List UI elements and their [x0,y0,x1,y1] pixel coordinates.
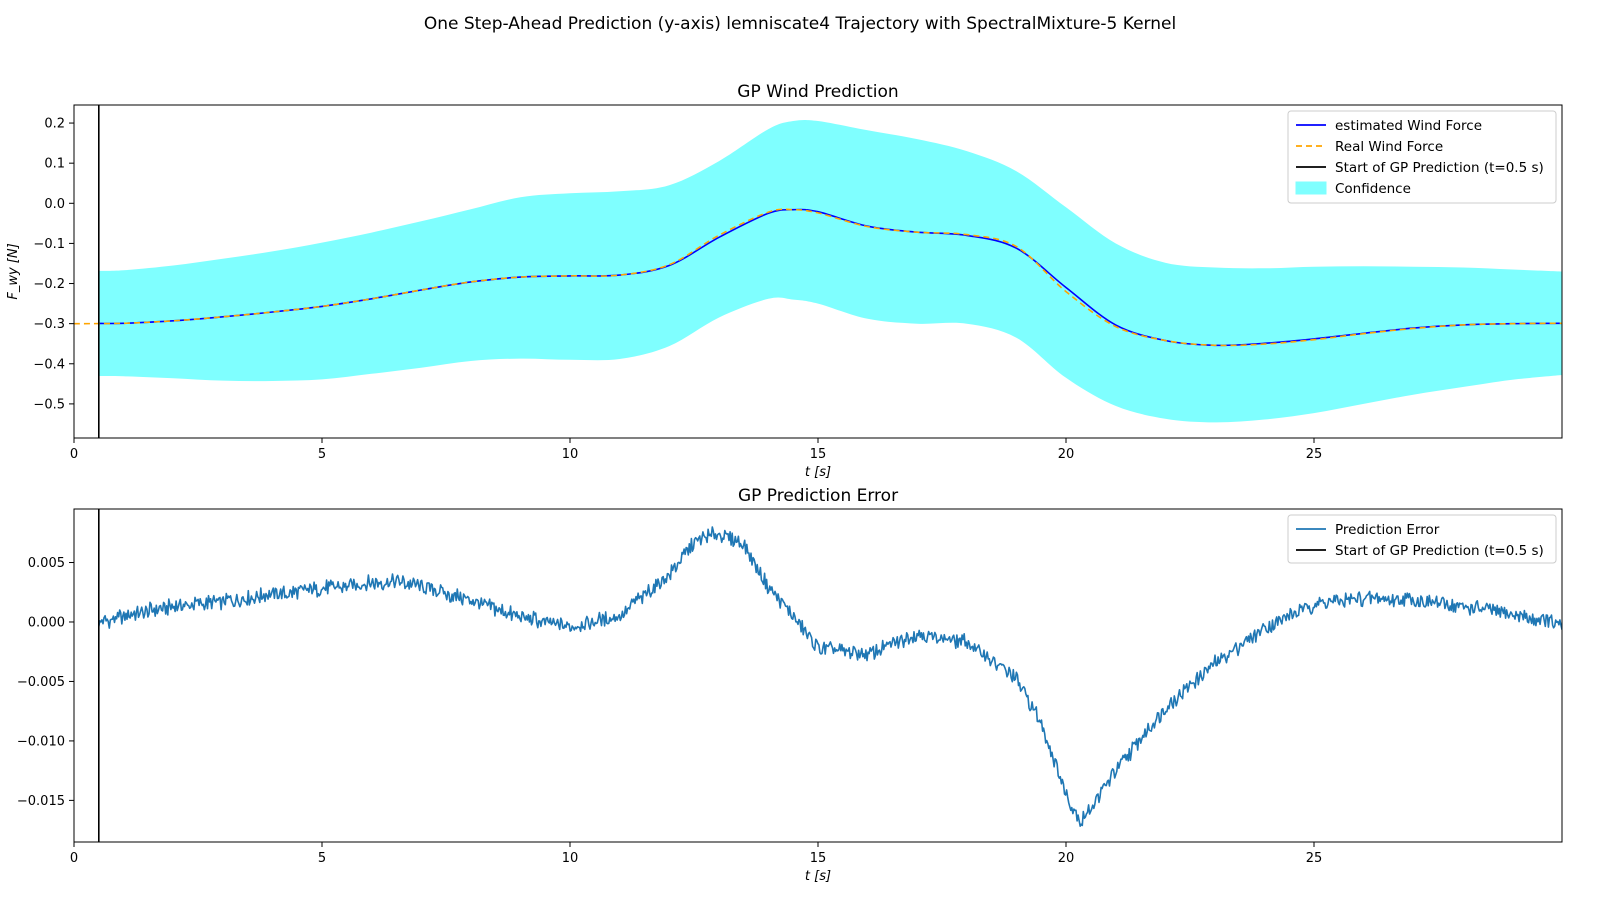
y-tick-label: −0.005 [17,675,65,690]
x-tick-label: 15 [810,447,827,462]
x-tick-label: 0 [70,447,78,462]
x-axis-label: t [s] [805,869,831,884]
legend-real-wind-force-label: Real Wind Force [1335,139,1443,155]
x-tick-label: 20 [1058,851,1075,866]
x-tick-label: 25 [1306,851,1323,866]
y-tick-label: −0.3 [33,317,65,332]
y-tick-label: 0.0 [44,197,65,212]
y-tick-label: 0.1 [44,157,65,172]
y-tick-label: −0.010 [17,734,65,749]
confidence-band [98,119,1562,423]
legend-start-of-gp-prediction-t-0-5-s-label: Start of GP Prediction (t=0.5 s) [1335,543,1544,559]
legend-box [1287,514,1557,564]
axes-title: GP Prediction Error [738,486,898,506]
y-tick-label: −0.4 [33,357,65,372]
plot-area [98,526,1562,828]
y-tick-label: −0.5 [33,397,65,412]
legend-start-of-gp-prediction-t-0-5-s-label: Start of GP Prediction (t=0.5 s) [1335,160,1544,176]
y-tick-label: 0.005 [28,556,65,571]
legend-estimated-wind-force-label: estimated Wind Force [1335,118,1482,134]
x-tick-label: 10 [562,447,579,462]
x-tick-label: 5 [318,851,326,866]
legend-confidence-swatch [1295,181,1327,195]
series-real-wind-force [74,208,1562,347]
y-tick-label: 0.2 [44,117,65,132]
legend-box [1287,110,1557,204]
y-tick-label: −0.015 [17,794,65,809]
y-tick-label: 0.000 [28,615,65,630]
x-tick-label: 25 [1306,447,1323,462]
x-tick-label: 15 [810,851,827,866]
x-axis-label: t [s] [805,465,831,480]
panel-prediction-error: 0 5 10 15 20 25 0.005 0.000 −0.005 −0.010 −0.015 GP… [17,486,1563,884]
panel-wind-prediction: 0 5 10 15 20 25 0.2 0.1 0.0 −0.1 −0.2 −0.3 −0.4 −0.5 G… [6,82,1563,480]
x-tick-label: 20 [1058,447,1075,462]
x-tick-label: 10 [562,851,579,866]
y-axis-label: F_wy [N] [6,243,21,299]
y-tick-label: −0.1 [33,237,65,252]
series-prediction-error [98,526,1562,828]
legend-confidence-label: Confidence [1335,181,1411,197]
figure-suptitle: One Step-Ahead Prediction (y-axis) lemni… [423,14,1177,34]
y-tick-label: −0.2 [33,277,65,292]
x-tick-label: 0 [70,851,78,866]
x-tick-label: 5 [318,447,326,462]
legend-prediction-error-label: Prediction Error [1335,522,1440,538]
plot-area [74,119,1562,423]
axes-title: GP Wind Prediction [737,82,898,102]
